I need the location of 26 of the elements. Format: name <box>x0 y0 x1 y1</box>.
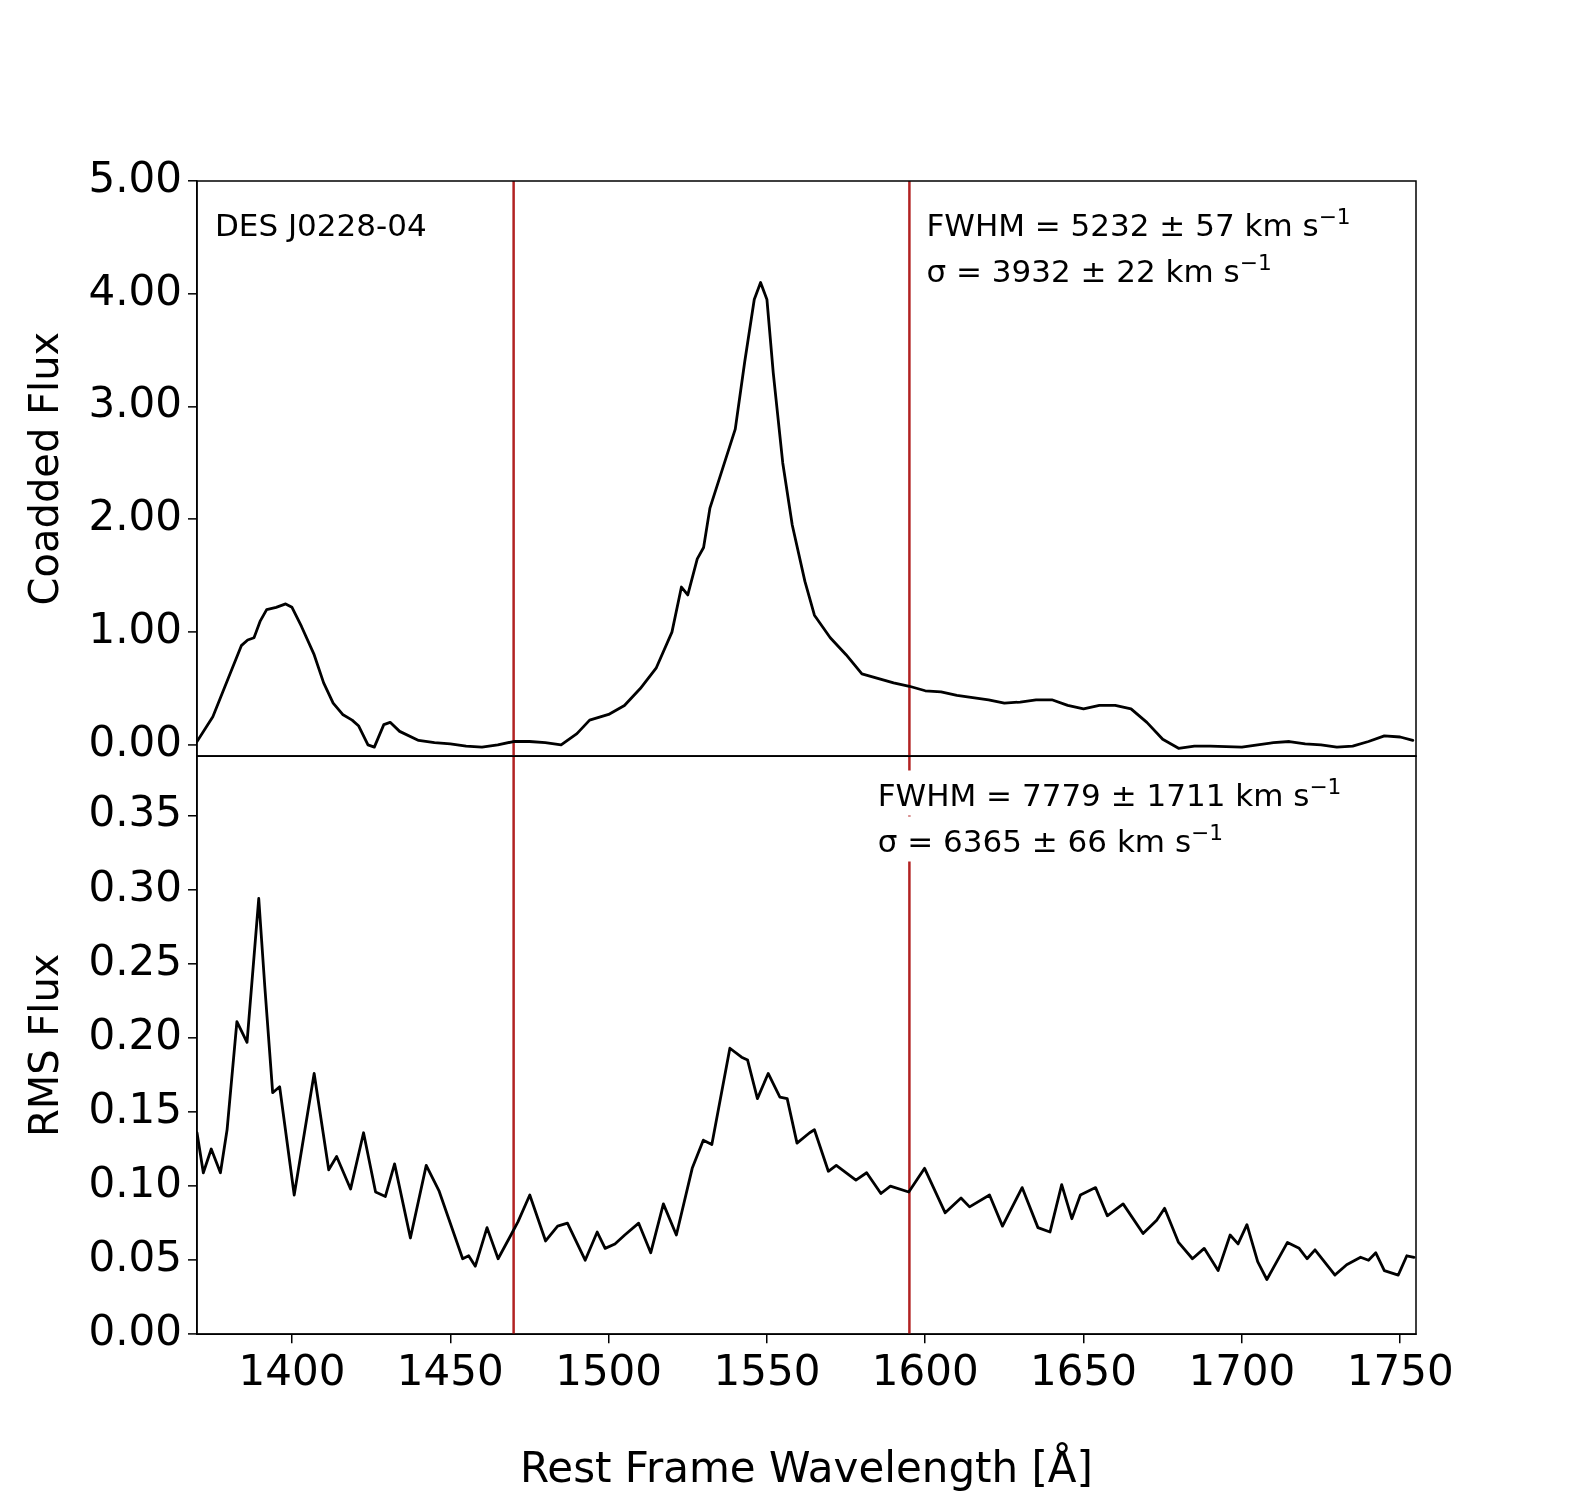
annotation: DES J0228-04 <box>215 207 427 244</box>
x-tick-label: 1700 <box>1188 1346 1296 1396</box>
y-tick-label: 0.00 <box>88 1306 182 1356</box>
y-axis-title: RMS Flux <box>21 953 68 1137</box>
x-tick-label: 1450 <box>396 1346 504 1396</box>
y-tick-label: 4.00 <box>88 265 182 315</box>
x-tick-label: 1550 <box>713 1346 821 1396</box>
y-axis-title: Coadded Flux <box>21 331 68 606</box>
y-tick-label: 2.00 <box>88 491 182 541</box>
y-tick-label: 0.00 <box>88 716 182 766</box>
y-tick-label: 0.30 <box>88 861 182 911</box>
x-tick-label: 1750 <box>1346 1346 1454 1396</box>
y-tick-label: 1.00 <box>88 604 182 654</box>
y-tick-label: 3.00 <box>88 378 182 428</box>
y-tick-label: 0.25 <box>88 935 182 985</box>
y-tick-label: 5.00 <box>88 152 182 202</box>
y-tick-label: 0.05 <box>88 1231 182 1281</box>
y-tick-label: 0.20 <box>88 1009 182 1059</box>
x-axis-title: Rest Frame Wavelength [Å] <box>520 1441 1093 1492</box>
x-tick-label: 1500 <box>555 1346 663 1396</box>
y-tick-label: 0.15 <box>88 1083 182 1133</box>
x-tick-label: 1650 <box>1030 1346 1137 1396</box>
y-tick-label: 0.35 <box>88 787 182 837</box>
y-tick-label: 0.10 <box>88 1157 182 1207</box>
x-tick-label: 1400 <box>238 1346 346 1396</box>
x-tick-label: 1600 <box>871 1346 979 1396</box>
